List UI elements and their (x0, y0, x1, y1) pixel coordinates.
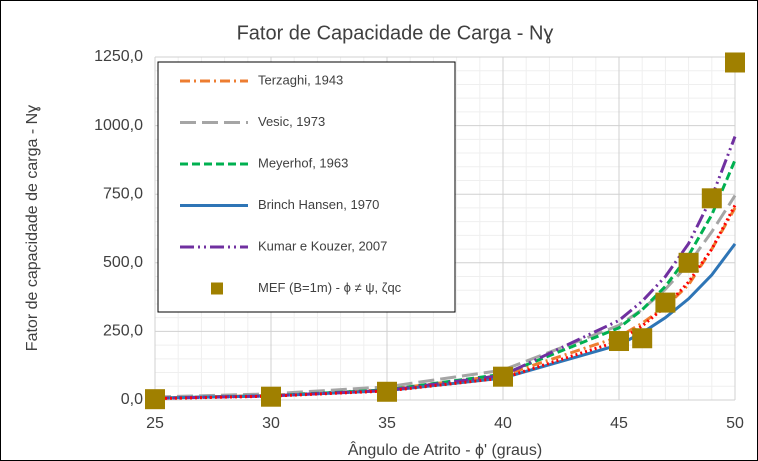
series-line (154, 194, 737, 399)
data-point (145, 389, 165, 410)
data-point (493, 366, 513, 387)
y-tick-label: 1250,0 (94, 48, 143, 65)
legend-box (157, 61, 456, 313)
y-tick-label: 250,0 (103, 323, 143, 340)
y-axis-label: Fator de capacidade de carga - Nɣ (24, 105, 41, 351)
x-axis-label: Ângulo de Atrito - ϕ' (graus) (348, 440, 542, 459)
x-tick-label: 45 (610, 415, 628, 432)
legend-label: Brinch Hansen, 1970 (258, 197, 379, 212)
data-point (701, 188, 722, 209)
legend-label: Kumar e Kouzer, 2007 (258, 238, 387, 253)
x-tick-label: 35 (378, 415, 396, 432)
data-point (655, 292, 676, 313)
y-tick-label: 1000,0 (94, 117, 143, 134)
y-tick-label: 750,0 (103, 185, 143, 202)
data-point (261, 386, 281, 407)
chart-title: Fator de Capacidade de Carga - Nɣ (237, 22, 554, 44)
data-point (725, 52, 745, 73)
legend-label: Meyerhof, 1963 (258, 155, 348, 170)
data-point (632, 328, 653, 349)
x-tick-label: 30 (262, 415, 280, 432)
data-point (609, 331, 629, 352)
x-tick-label: 50 (726, 415, 744, 432)
y-tick-label: 0,0 (121, 391, 143, 408)
y-tick-label: 500,0 (103, 254, 143, 271)
legend-marker (211, 282, 223, 295)
legend-label: Terzaghi, 1943 (258, 72, 343, 87)
legend-label: Vesic, 1973 (258, 114, 325, 129)
x-tick-label: 25 (146, 415, 164, 432)
legend-label: MEF (B=1m) - ϕ ≠ ψ, ζqc (258, 280, 402, 295)
data-point (678, 252, 699, 273)
data-point (377, 381, 397, 402)
series-line (154, 136, 737, 400)
x-tick-label: 40 (494, 415, 512, 432)
